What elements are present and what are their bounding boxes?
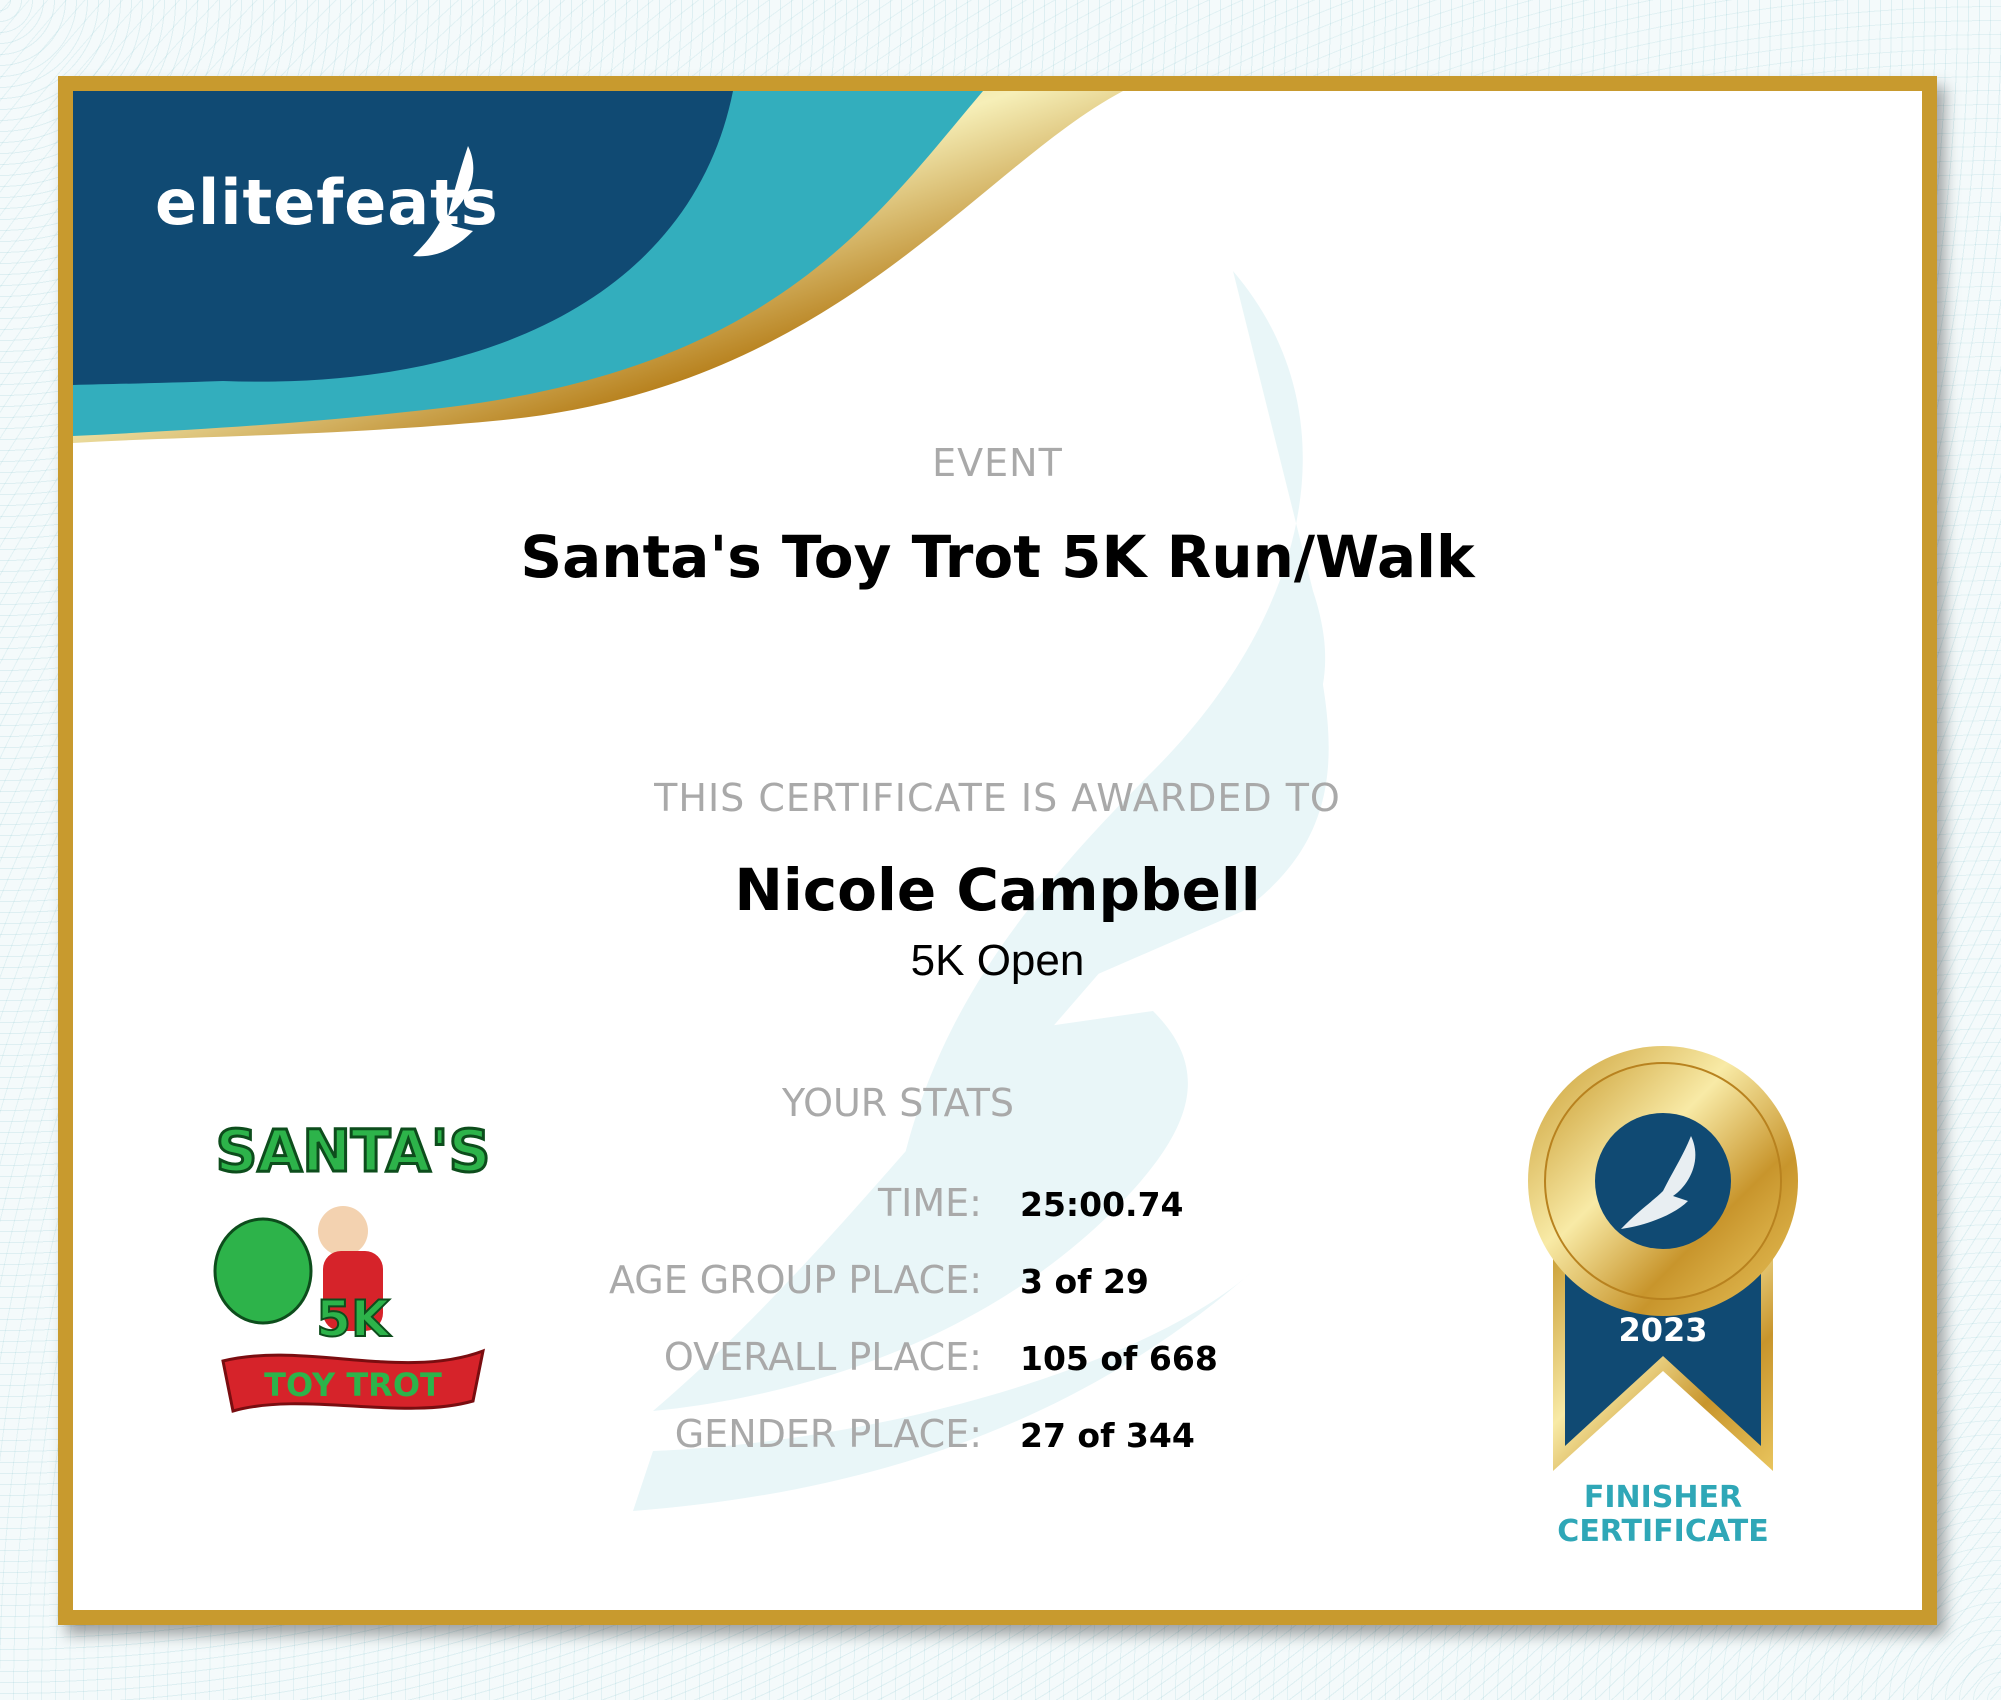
santas-toy-trot-logo: SANTA'S 5K TOY TROT	[213, 1116, 492, 1413]
stat-label: OVERALL PLACE:	[663, 1335, 982, 1379]
recipient-name: Nicole Campbell	[734, 856, 1261, 924]
badge-line-2: CERTIFICATE	[1557, 1514, 1769, 1549]
stat-label: AGE GROUP PLACE:	[608, 1258, 982, 1302]
stat-label: TIME:	[877, 1181, 982, 1225]
svg-text:5K: 5K	[316, 1290, 392, 1348]
stat-row-age-group: AGE GROUP PLACE: 3 of 29	[73, 1258, 1922, 1308]
division: 5K Open	[910, 936, 1085, 985]
stat-value: 105 of 668	[1020, 1339, 1218, 1378]
event-label: EVENT	[932, 441, 1063, 485]
badge-line-1: FINISHER	[1583, 1480, 1743, 1515]
event-name: Santa's Toy Trot 5K Run/Walk	[520, 523, 1475, 591]
svg-text:TOY TROT: TOY TROT	[264, 1366, 442, 1404]
winged-foot-icon	[1621, 1136, 1696, 1229]
stat-value: 25:00.74	[1020, 1185, 1184, 1224]
svg-text:SANTA'S: SANTA'S	[216, 1117, 491, 1185]
awarded-to-label: THIS CERTIFICATE IS AWARDED TO	[654, 776, 1341, 820]
winged-foot-watermark-icon	[633, 271, 1329, 1511]
stat-row-time: TIME: 25:00.74	[73, 1181, 1922, 1231]
stat-row-overall: OVERALL PLACE: 105 of 668	[73, 1335, 1922, 1385]
stats-title: YOUR STATS	[781, 1081, 1015, 1125]
stat-label: GENDER PLACE:	[674, 1412, 982, 1456]
finisher-badge: 2023	[1528, 1046, 1798, 1471]
stat-row-gender: GENDER PLACE: 27 of 344	[73, 1412, 1922, 1462]
certificate: elitefeats EVENT Santa's Toy Trot 5K Run…	[58, 76, 1937, 1625]
winged-foot-logo-icon	[413, 146, 474, 257]
stat-value: 3 of 29	[1020, 1262, 1149, 1301]
header-banner	[73, 91, 1123, 443]
stat-value: 27 of 344	[1020, 1416, 1195, 1455]
finisher-certificate-label: FINISHER CERTIFICATE	[1453, 1481, 1873, 1549]
badge-year: 2023	[1618, 1311, 1707, 1349]
